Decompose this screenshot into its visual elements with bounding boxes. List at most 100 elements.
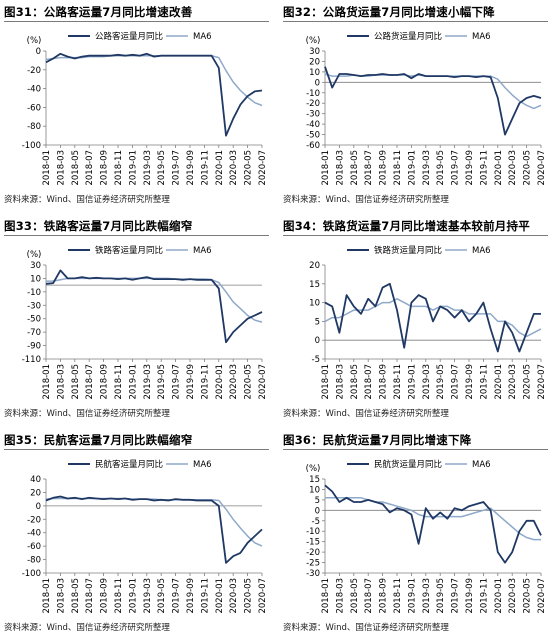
- y-tick-label: -5: [312, 355, 320, 365]
- x-tick-label: 2018-05: [71, 578, 81, 614]
- x-tick-label: 2019-03: [422, 578, 432, 614]
- x-tick-label: 2020-05: [244, 578, 254, 614]
- legend-label: MA6: [472, 32, 491, 42]
- x-tick-label: 2020-07: [258, 578, 268, 614]
- y-tick-label: -10: [27, 288, 41, 298]
- x-tick-label: 2020-05: [523, 578, 533, 614]
- title-rule: [4, 449, 269, 450]
- x-tick-label: 2019-09: [186, 578, 196, 614]
- y-tick-label: 40: [30, 475, 41, 485]
- y-tick-label: -100: [22, 569, 41, 579]
- legend-label: 公路客运量月同比: [95, 31, 163, 42]
- unit-label: (%): [27, 250, 42, 260]
- x-tick-label: 2019-11: [200, 364, 210, 400]
- x-tick-label: 2018-09: [100, 364, 110, 400]
- x-tick-label: 2018-05: [350, 364, 360, 400]
- x-tick-label: 2019-07: [172, 364, 182, 400]
- x-tick-label: 2020-03: [229, 150, 239, 186]
- x-tick-label: 2019-05: [157, 150, 167, 186]
- x-tick-label: 2018-05: [350, 150, 360, 186]
- x-tick-label: 2018-07: [364, 578, 374, 614]
- y-tick-label: -50: [306, 131, 320, 141]
- series-line-ma6: [325, 497, 541, 541]
- y-tick-label: 20: [309, 57, 320, 67]
- x-tick-label: 2018-11: [393, 578, 403, 614]
- x-tick-label: 2018-09: [379, 578, 389, 614]
- x-tick-label: 2019-05: [157, 578, 167, 614]
- x-tick-label: 2019-11: [200, 150, 210, 186]
- y-tick-label: -15: [306, 538, 320, 548]
- y-tick-label: 20: [30, 488, 41, 498]
- y-tick-label: -70: [27, 328, 41, 338]
- title-rule: [283, 235, 548, 236]
- y-tick-label: 0: [315, 506, 320, 516]
- x-tick-label: 2019-03: [422, 150, 432, 186]
- x-tick-label: 2019-03: [143, 150, 153, 186]
- series-line-ma6: [324, 298, 542, 338]
- series-line-main: [324, 484, 542, 564]
- chart-title: 图35：民航客运量7月同比跌幅缩窄: [4, 433, 193, 447]
- x-tick-label: 2019-05: [436, 150, 446, 186]
- y-tick-label: -30: [306, 110, 320, 120]
- x-tick-label: 2018-01: [321, 364, 331, 400]
- chart-title: 图33：铁路客运量7月同比跌幅缩窄: [4, 219, 193, 233]
- y-tick-label: -60: [27, 103, 41, 113]
- chart-title: 图32：公路货运量7月同比增速小幅下降: [283, 5, 495, 19]
- x-tick-label: 2018-03: [335, 364, 345, 400]
- x-tick-label: 2019-09: [186, 150, 196, 186]
- y-tick-label: -90: [27, 342, 41, 352]
- source-note: 资料来源：Wind、国信证券经济研究所整理: [283, 623, 449, 633]
- x-tick-label: 2018-03: [56, 578, 66, 614]
- y-tick-label: 10: [309, 299, 320, 309]
- x-tick-label: 2018-07: [85, 364, 95, 400]
- x-tick-label: 2018-01: [42, 364, 52, 400]
- line-chart: (%) 铁路客运量月同比 MA63010-10-30-50-70-90-110201…: [22, 245, 268, 400]
- x-tick-label: 2018-05: [71, 364, 81, 400]
- x-tick-label: 2018-01: [42, 578, 52, 614]
- legend-label: MA6: [193, 32, 212, 42]
- x-tick-label: 2019-01: [407, 578, 417, 614]
- y-tick-label: 0: [315, 78, 320, 88]
- x-tick-label: 2018-11: [114, 364, 124, 400]
- x-tick-label: 2018-01: [321, 150, 331, 186]
- legend-label: MA6: [472, 246, 491, 256]
- series-line-main: [324, 66, 542, 136]
- x-tick-label: 2020-03: [508, 578, 518, 614]
- legend-label: 民航客运量月同比: [95, 459, 163, 470]
- x-tick-label: 2019-07: [172, 150, 182, 186]
- y-tick-label: 10: [309, 485, 320, 495]
- x-tick-label: 2018-09: [100, 578, 110, 614]
- panel-32: 图32：公路货运量7月同比增速小幅下降 (%) 公路货运量月同比 MA6 30 20 10…: [283, 3, 548, 208]
- x-tick-label: 2020-05: [244, 364, 254, 400]
- x-tick-label: 2020-05: [523, 150, 533, 186]
- panel-35: 图35：民航客运量7月同比跌幅缩窄 民航客运量月同比 MA6 40 20 0 -20 -40…: [4, 431, 269, 636]
- series-line-main: [45, 52, 263, 137]
- x-tick-label: 2018-03: [56, 150, 66, 186]
- x-tick-label: 2019-01: [407, 150, 417, 186]
- x-tick-label: 2019-01: [407, 364, 417, 400]
- unit-label: (%): [306, 36, 321, 46]
- legend-label: 公路货运量月同比: [374, 31, 442, 42]
- x-tick-label: 2020-07: [537, 364, 547, 400]
- x-tick-label: 2020-07: [537, 578, 547, 614]
- y-tick-label: -110: [22, 355, 41, 365]
- panel-36: 图36：民航货运量7月同比增速下降 (%) 民航货运量月同比 MA6 15 10 5 0 -5…: [283, 431, 548, 636]
- y-tick-label: -20: [27, 66, 41, 76]
- x-tick-label: 2019-09: [186, 364, 196, 400]
- source-note: 资料来源：Wind、国信证券经济研究所整理: [4, 623, 170, 633]
- y-tick-label: 5: [315, 317, 320, 327]
- y-tick-label: -25: [306, 559, 320, 569]
- legend-label: MA6: [193, 246, 212, 256]
- y-tick-label: -40: [27, 529, 41, 539]
- y-tick-label: 5: [315, 496, 320, 506]
- y-tick-label: -60: [27, 542, 41, 552]
- x-tick-label: 2019-07: [451, 364, 461, 400]
- panel-34: 图34：铁路货运量7月同比增速基本较前月持平 铁路货运量月同比 MA6 20 15 10…: [283, 217, 548, 422]
- y-tick-label: -20: [306, 99, 320, 109]
- line-chart: (%) 公路货运量月同比 MA63020100-10-20-30-40-50-602…: [306, 31, 547, 186]
- y-tick-label: 0: [36, 502, 41, 512]
- x-tick-label: 2020-01: [215, 364, 225, 400]
- source-note: 资料来源：Wind、国信证券经济研究所整理: [4, 409, 170, 419]
